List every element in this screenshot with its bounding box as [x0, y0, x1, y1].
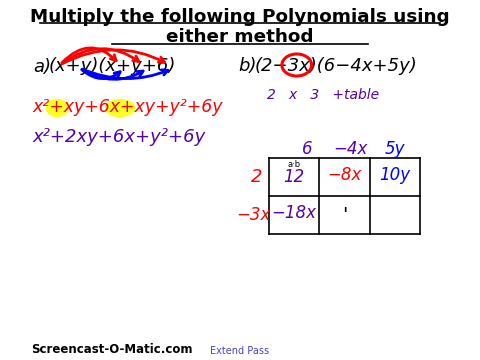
- Text: 6: 6: [302, 140, 313, 158]
- Text: (2−3x)(6−4x+5y): (2−3x)(6−4x+5y): [254, 57, 417, 75]
- Text: ': ': [342, 206, 347, 225]
- Text: 10y: 10y: [379, 166, 410, 184]
- Text: −18x: −18x: [272, 204, 316, 222]
- Text: a): a): [33, 58, 51, 76]
- Text: −4x: −4x: [334, 140, 368, 158]
- Text: 5y: 5y: [384, 140, 405, 158]
- Text: (x+y)(x+y+6): (x+y)(x+y+6): [49, 57, 177, 75]
- Text: −3x: −3x: [236, 206, 271, 224]
- Text: Screencast-O-Matic.com: Screencast-O-Matic.com: [31, 343, 192, 356]
- Text: Extend Pass: Extend Pass: [210, 346, 270, 356]
- Text: either method: either method: [166, 28, 314, 46]
- Text: 2: 2: [251, 168, 262, 186]
- Text: b): b): [238, 57, 257, 75]
- Text: −8x: −8x: [327, 166, 361, 184]
- Text: x²+2xy+6x+y²+6y: x²+2xy+6x+y²+6y: [33, 128, 206, 146]
- Text: Multiply the following Polynomials using: Multiply the following Polynomials using: [30, 8, 450, 26]
- Text: 12: 12: [283, 168, 305, 186]
- Ellipse shape: [47, 99, 68, 117]
- Text: a·b: a·b: [288, 160, 300, 169]
- Text: x²+xy+6x+xy+y²+6y: x²+xy+6x+xy+y²+6y: [33, 98, 223, 116]
- Text: 2   x   3   +table: 2 x 3 +table: [267, 88, 379, 102]
- Ellipse shape: [106, 99, 134, 117]
